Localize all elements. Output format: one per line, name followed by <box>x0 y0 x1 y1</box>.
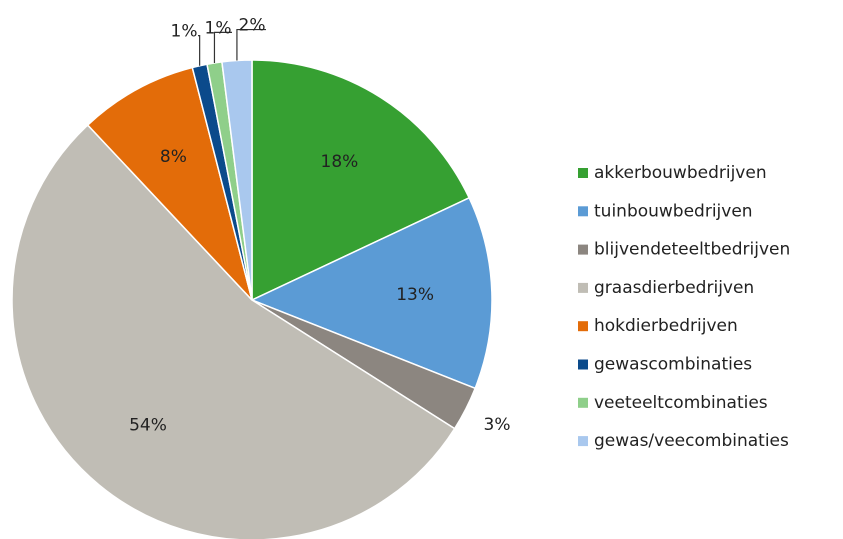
leader-line <box>236 28 267 61</box>
legend-label: gewascombinaties <box>594 355 752 375</box>
leader-line <box>198 35 201 66</box>
legend-swatch <box>578 321 588 332</box>
legend-swatch <box>578 206 588 217</box>
legend-swatch <box>578 359 588 370</box>
legend-label: veeteeltcombinaties <box>594 393 768 413</box>
legend-swatch <box>578 244 588 255</box>
legend-swatch <box>578 436 588 447</box>
data-label: 54% <box>129 416 167 436</box>
data-label: 8% <box>160 147 187 167</box>
data-label: 1% <box>171 22 198 42</box>
legend-label: graasdierbedrijven <box>594 278 754 298</box>
pie-slice <box>221 59 253 301</box>
leader-line <box>213 31 233 63</box>
data-label: 3% <box>484 415 511 435</box>
data-label: 13% <box>396 285 434 305</box>
data-label: 1% <box>205 18 232 38</box>
legend-label: hokdierbedrijven <box>594 316 738 336</box>
pie-slice <box>86 66 253 301</box>
pie-slice <box>251 59 471 302</box>
pie-slice <box>11 123 456 539</box>
legend-label: blijvendeteeltbedrijven <box>594 240 790 260</box>
legend-swatch <box>578 282 588 293</box>
legend-label: akkerbouwbedrijven <box>594 163 767 183</box>
pie-slice <box>250 196 493 390</box>
data-label: 18% <box>321 152 359 172</box>
legend-label: tuinbouwbedrijven <box>594 201 753 221</box>
legend-swatch <box>578 168 588 178</box>
legend-swatch <box>578 397 588 408</box>
data-label: 2% <box>239 16 266 36</box>
legend-label: gewas/veecombinaties <box>594 431 789 451</box>
